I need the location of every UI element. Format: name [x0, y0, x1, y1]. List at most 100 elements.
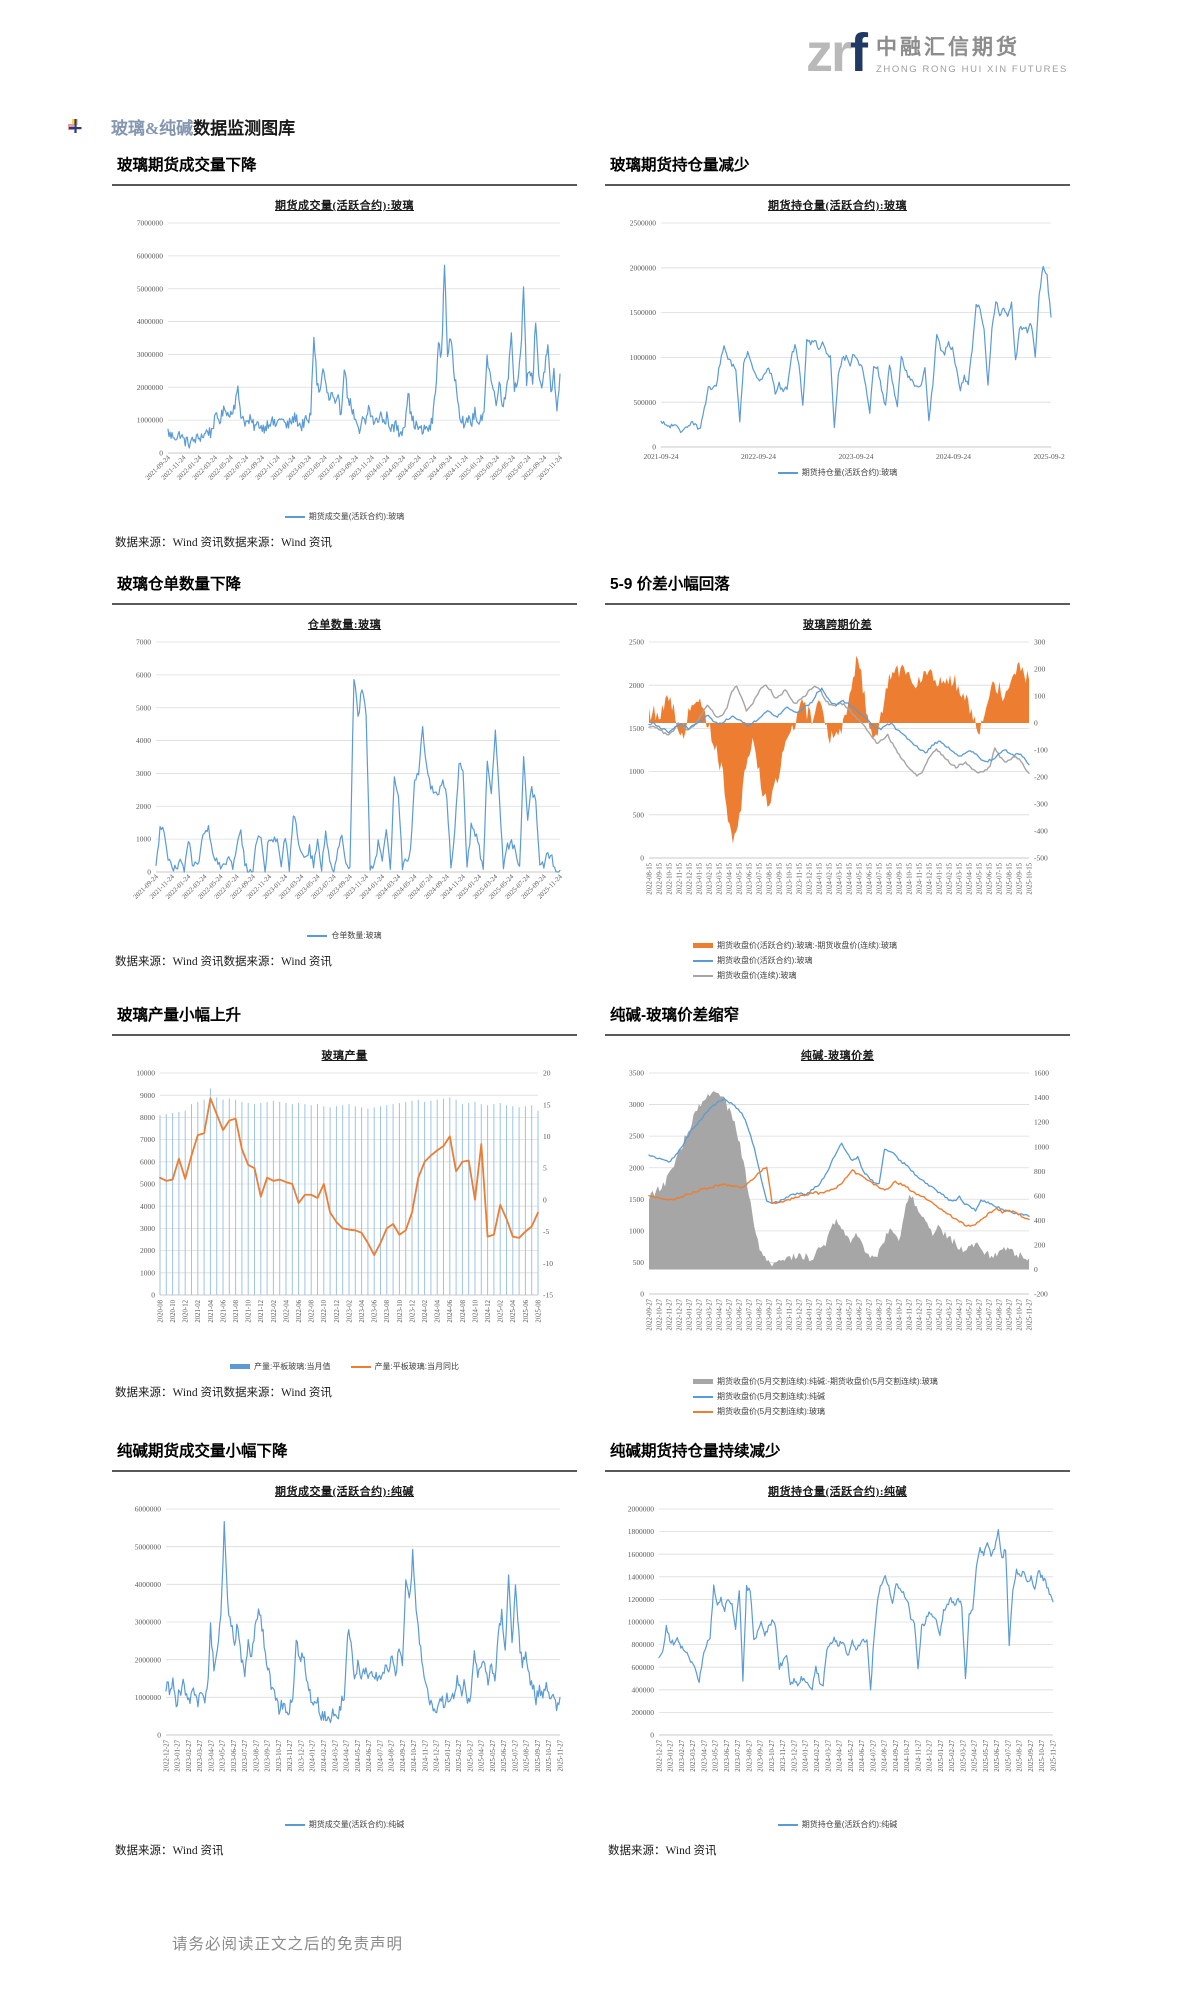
- svg-text:2022-12-27: 2022-12-27: [163, 1739, 170, 1771]
- chart-legend: 仓单数量:玻璃: [112, 930, 577, 941]
- svg-text:2024-11-27: 2024-11-27: [906, 1298, 913, 1330]
- svg-text:2025-09-27: 2025-09-27: [1006, 1298, 1013, 1330]
- svg-text:2021-10: 2021-10: [246, 1299, 253, 1322]
- svg-text:2024-09-27: 2024-09-27: [886, 1298, 893, 1330]
- svg-text:2023-08: 2023-08: [384, 1299, 391, 1322]
- svg-text:2022-08-15: 2022-08-15: [646, 862, 653, 894]
- svg-text:2023-03-27: 2023-03-27: [197, 1739, 204, 1771]
- svg-text:2023-11-27: 2023-11-27: [786, 1298, 793, 1330]
- svg-text:500000: 500000: [634, 398, 657, 407]
- svg-text:2000: 2000: [629, 681, 644, 690]
- svg-text:2024-06-27: 2024-06-27: [859, 1739, 866, 1771]
- svg-text:2024-10-27: 2024-10-27: [904, 1739, 911, 1771]
- svg-text:600: 600: [1034, 1191, 1046, 1200]
- company-logo: zrf 中融汇信期货 ZHONG RONG HUI XIN FUTURES: [806, 26, 1068, 80]
- svg-text:2025-03-27: 2025-03-27: [467, 1739, 474, 1771]
- svg-text:2023-10-27: 2023-10-27: [769, 1739, 776, 1771]
- legend-item: 期货收盘价(5月交割连续):玻璃: [693, 1406, 825, 1417]
- svg-text:2024-04-27: 2024-04-27: [836, 1298, 843, 1330]
- legend-label: 期货收盘价(5月交割连续):纯碱: [717, 1392, 825, 1401]
- logo-f-letter: f: [849, 23, 868, 83]
- svg-text:2024-08: 2024-08: [460, 1299, 467, 1322]
- svg-text:2023-02: 2023-02: [346, 1299, 353, 1322]
- svg-text:-500: -500: [1034, 854, 1048, 863]
- svg-text:2022-10-15: 2022-10-15: [666, 862, 673, 894]
- legend-label: 期货成交量(活跃合约):玻璃: [308, 512, 405, 521]
- svg-text:2500: 2500: [629, 1132, 644, 1141]
- svg-text:2025-05-15: 2025-05-15: [976, 862, 983, 894]
- svg-text:2025-05-27: 2025-05-27: [966, 1298, 973, 1330]
- chart-canvas: 0 500000 1000000 1500000 2000000 2500000 2021-…: [630, 219, 1065, 461]
- svg-text:2025-03-27: 2025-03-27: [946, 1298, 953, 1330]
- svg-text:2024-02-27: 2024-02-27: [814, 1739, 821, 1771]
- svg-text:0: 0: [652, 443, 656, 452]
- svg-text:0: 0: [1034, 719, 1038, 728]
- svg-text:2025-06-27: 2025-06-27: [501, 1739, 508, 1771]
- svg-text:2023-06-27: 2023-06-27: [724, 1739, 731, 1771]
- legend-line-marker: [284, 1823, 305, 1826]
- svg-text:2022-09-24: 2022-09-24: [741, 452, 776, 461]
- chart-title: 期货持仓量(活跃合约):纯碱: [605, 1483, 1070, 1499]
- svg-text:2023-04-15: 2023-04-15: [726, 862, 733, 894]
- page-title-rest: 数据监测图库: [193, 119, 296, 138]
- chart-title: 仓单数量:玻璃: [112, 616, 577, 632]
- report-page: { "page": { "logo": { "zr": "zr", "f": "…: [0, 0, 1190, 1953]
- svg-text:2025-05-27: 2025-05-27: [983, 1739, 990, 1771]
- page-header: zrf 中融汇信期货 ZHONG RONG HUI XIN FUTURES: [0, 0, 1190, 80]
- chart-section: 纯碱-玻璃价差缩窄 纯碱-玻璃价差 0 500 1000 1500 2000 2500 30…: [605, 1003, 1070, 1417]
- svg-text:2023-10-15: 2023-10-15: [786, 862, 793, 894]
- svg-text:2023-01-27: 2023-01-27: [686, 1298, 693, 1330]
- svg-text:2023-01-15: 2023-01-15: [696, 862, 703, 894]
- svg-text:1500: 1500: [629, 724, 644, 733]
- svg-text:1400: 1400: [1034, 1093, 1049, 1102]
- chart-panel: 玻璃跨期价差 0 500 1000 1500 2000 2500 -500 -400 -300-…: [605, 603, 1070, 981]
- svg-text:2024-06-15: 2024-06-15: [866, 862, 873, 894]
- svg-text:2024-05-15: 2024-05-15: [856, 862, 863, 894]
- svg-text:2024-10-27: 2024-10-27: [896, 1298, 903, 1330]
- svg-text:600000: 600000: [632, 1663, 655, 1672]
- svg-text:10000: 10000: [136, 1069, 155, 1078]
- svg-text:9000: 9000: [140, 1091, 155, 1100]
- svg-text:3000: 3000: [136, 769, 151, 778]
- chart-section: 玻璃仓单数量下降 仓单数量:玻璃 0 1000 2000 3000 4000 5000 60…: [112, 572, 577, 969]
- legend-item: 期货成交量(活跃合约):纯碱: [284, 1819, 404, 1830]
- legend-line-marker: [777, 1823, 798, 1826]
- chart-section: 玻璃产量小幅上升 玻璃产量 0 1000 2000 3000 4000 5000 6000 7…: [112, 1003, 577, 1400]
- svg-text:2024-07-27: 2024-07-27: [377, 1739, 384, 1771]
- svg-text:2024-10-27: 2024-10-27: [411, 1739, 418, 1771]
- svg-text:2025-03-15: 2025-03-15: [956, 862, 963, 894]
- chart-panel: 纯碱-玻璃价差 0 500 1000 1500 2000 2500 3000 3500 -200…: [605, 1034, 1070, 1417]
- legend-item: 产量:平板玻璃:当月同比: [350, 1361, 459, 1372]
- chart-legend: 期货收盘价(5月交割连续):纯碱:-期货收盘价(5月交割连续):玻璃 期货收盘价(…: [605, 1376, 1070, 1417]
- chart-canvas: 0100020003000400050006000700080009000100…: [136, 1069, 553, 1323]
- svg-text:2025-02-15: 2025-02-15: [946, 862, 953, 894]
- svg-text:5000: 5000: [136, 703, 151, 712]
- legend-line-marker: [777, 471, 798, 474]
- chart-legend: 期货持仓量(活跃合约):玻璃: [605, 467, 1070, 478]
- svg-text:2020-08: 2020-08: [157, 1299, 164, 1322]
- svg-text:2022-02: 2022-02: [271, 1299, 278, 1322]
- chart-canvas: 0 1000000 2000000 3000000 4000000 5000000 6000…: [137, 219, 564, 482]
- chart-title-text: 期货成交量(活跃合约):纯碱: [275, 1486, 414, 1498]
- svg-text:15: 15: [543, 1100, 551, 1109]
- svg-text:2023-12-15: 2023-12-15: [806, 862, 813, 894]
- svg-text:2024-07-27: 2024-07-27: [866, 1298, 873, 1330]
- svg-text:200: 200: [1034, 665, 1046, 674]
- svg-text:2024-12: 2024-12: [485, 1299, 492, 1322]
- svg-text:2023-10-27: 2023-10-27: [776, 1298, 783, 1330]
- svg-text:2025-02-27: 2025-02-27: [936, 1298, 943, 1330]
- svg-text:2021-12: 2021-12: [258, 1299, 265, 1322]
- svg-text:2024-05-27: 2024-05-27: [848, 1739, 855, 1771]
- svg-text:0: 0: [640, 1290, 644, 1299]
- svg-text:400000: 400000: [632, 1685, 655, 1694]
- legend-label: 期货持仓量(活跃合约):玻璃: [801, 468, 898, 477]
- svg-text:2023-02-27: 2023-02-27: [679, 1739, 686, 1771]
- logo-zr-letters: zr: [805, 23, 852, 83]
- svg-text:-200: -200: [1034, 1290, 1048, 1299]
- svg-text:2024-10: 2024-10: [472, 1299, 479, 1322]
- svg-text:2000000: 2000000: [137, 383, 164, 392]
- svg-text:2024-05-27: 2024-05-27: [846, 1298, 853, 1330]
- svg-text:2023-06-27: 2023-06-27: [736, 1298, 743, 1330]
- svg-text:3000: 3000: [629, 1100, 644, 1109]
- legend-item: 期货收盘价(连续):玻璃: [693, 970, 797, 981]
